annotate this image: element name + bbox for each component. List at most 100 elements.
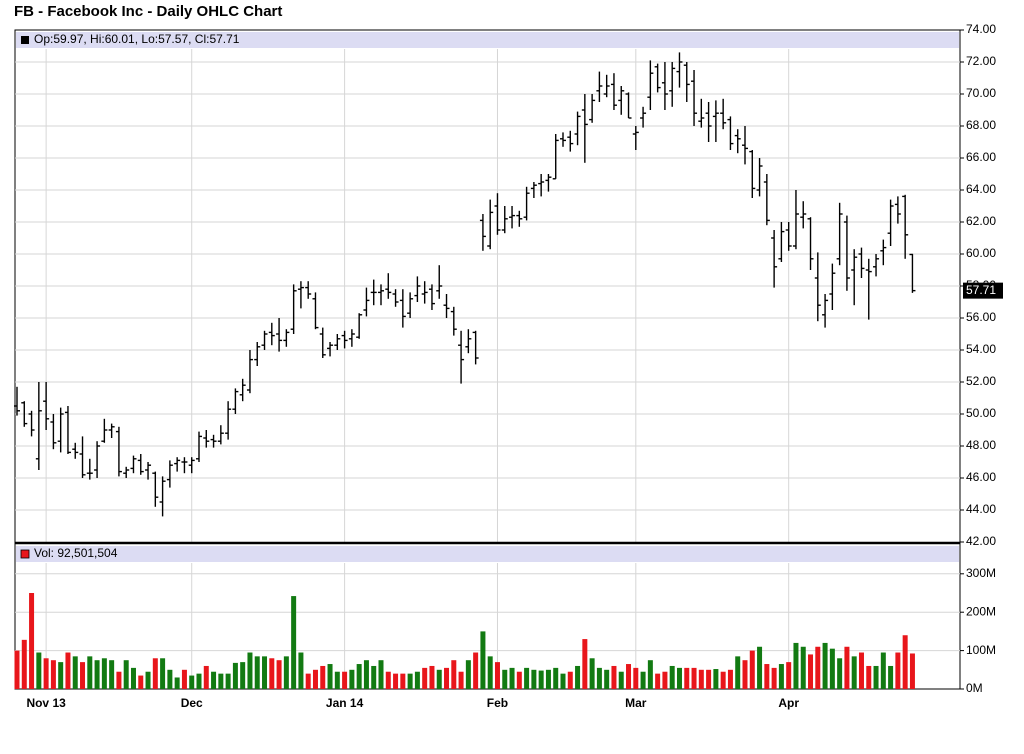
volume-bar — [283, 656, 289, 689]
volume-bar — [757, 646, 763, 689]
volume-bar — [866, 665, 872, 689]
volume-bar — [502, 669, 508, 689]
y-tick-label: 42.00 — [966, 534, 996, 548]
volume-bar — [742, 660, 748, 689]
volume-bar — [538, 670, 544, 689]
volume-bar — [480, 631, 486, 689]
volume-bar — [808, 654, 814, 689]
y-tick-label: 54.00 — [966, 342, 996, 356]
x-tick-label: Nov 13 — [26, 696, 66, 710]
volume-bar — [36, 652, 42, 689]
volume-bar — [363, 660, 369, 689]
volume-bar — [444, 667, 450, 689]
y-tick-label: 70.00 — [966, 86, 996, 100]
volume-bar — [800, 646, 806, 689]
volume-bar — [494, 662, 500, 689]
y-tick-label: 56.00 — [966, 310, 996, 324]
price-header: Op:59.97, Hi:60.01, Lo:57.57, Cl:57.71 — [34, 32, 240, 46]
volume-bar — [844, 646, 850, 689]
price-header-band — [16, 32, 959, 48]
chart-title: FB - Facebook Inc - Daily OHLC Chart — [14, 3, 282, 20]
volume-bar — [116, 671, 122, 689]
volume-bar — [254, 656, 260, 689]
last-price-label: 57.71 — [966, 283, 996, 297]
last-price-box — [963, 282, 1003, 299]
volume-bar — [138, 675, 144, 689]
y-tick-label: 50.00 — [966, 406, 996, 420]
volume-bar — [305, 673, 311, 689]
volume-bar — [567, 671, 573, 689]
volume-bar — [509, 667, 515, 689]
volume-bar — [50, 660, 56, 689]
volume-header-icon — [20, 549, 30, 559]
volume-bar — [647, 660, 653, 689]
y-tick-label: 200M — [966, 604, 996, 618]
volume-bar — [130, 667, 136, 689]
volume-bar — [58, 662, 64, 689]
volume-bar — [560, 673, 566, 689]
x-tick-label: Feb — [487, 696, 508, 710]
volume-bar — [72, 656, 78, 689]
volume-bar — [735, 656, 741, 689]
volume-bar — [545, 669, 551, 689]
volume-bar — [181, 669, 187, 689]
volume-bar — [778, 664, 784, 689]
volume-bar — [487, 656, 493, 689]
volume-bar — [822, 642, 828, 689]
volume-bar — [342, 671, 348, 689]
volume-bar — [174, 677, 180, 689]
volume-bar — [626, 664, 632, 689]
volume-bar — [94, 660, 100, 689]
volume-bar — [269, 658, 275, 689]
volume-bar — [582, 639, 588, 689]
volume-bar — [764, 664, 770, 689]
volume-bar — [422, 667, 428, 689]
volume-bar — [109, 660, 115, 689]
volume-bar — [706, 669, 712, 689]
volume-bar — [356, 664, 362, 689]
volume-bar — [851, 656, 857, 689]
y-tick-label: 74.00 — [966, 22, 996, 36]
volume-bar — [43, 658, 49, 689]
y-tick-label: 66.00 — [966, 150, 996, 164]
volume-bar — [909, 653, 915, 689]
volume-bar — [429, 665, 435, 689]
volume-bar — [837, 658, 843, 689]
volume-bar — [684, 667, 690, 689]
y-tick-label: 64.00 — [966, 182, 996, 196]
volume-bar — [640, 671, 646, 689]
volume-bar — [451, 660, 457, 689]
volume-bar — [655, 673, 661, 689]
volume-bar — [378, 660, 384, 689]
volume-bar — [473, 652, 479, 689]
volume-bar — [553, 667, 559, 689]
volume-bar — [414, 671, 420, 689]
volume-bar — [575, 665, 581, 689]
volume-bar — [291, 596, 297, 689]
volume-bar — [349, 669, 355, 689]
volume-bar — [524, 667, 530, 689]
volume-bar — [858, 652, 864, 689]
mark-layer — [14, 52, 916, 689]
volume-bar — [888, 665, 894, 689]
volume-bar — [371, 665, 377, 689]
x-tick-label: Jan 14 — [326, 696, 364, 710]
volume-bar — [611, 665, 617, 689]
y-tick-label: 52.00 — [966, 374, 996, 388]
volume-bar — [65, 652, 71, 689]
volume-bar — [320, 665, 326, 689]
volume-bar — [312, 669, 318, 689]
volume-bar — [298, 652, 304, 689]
volume-bar — [713, 669, 719, 689]
volume-bar — [276, 660, 282, 689]
volume-bar — [596, 667, 602, 689]
y-tick-label: 100M — [966, 643, 996, 657]
y-tick-label: 68.00 — [966, 118, 996, 132]
y-tick-label: 60.00 — [966, 246, 996, 260]
y-tick-label: 48.00 — [966, 438, 996, 452]
plot-frame — [14, 29, 961, 690]
volume-bar — [749, 650, 755, 689]
x-tick-label: Mar — [625, 696, 647, 710]
volume-bar — [87, 656, 93, 689]
volume-bar — [465, 660, 471, 689]
